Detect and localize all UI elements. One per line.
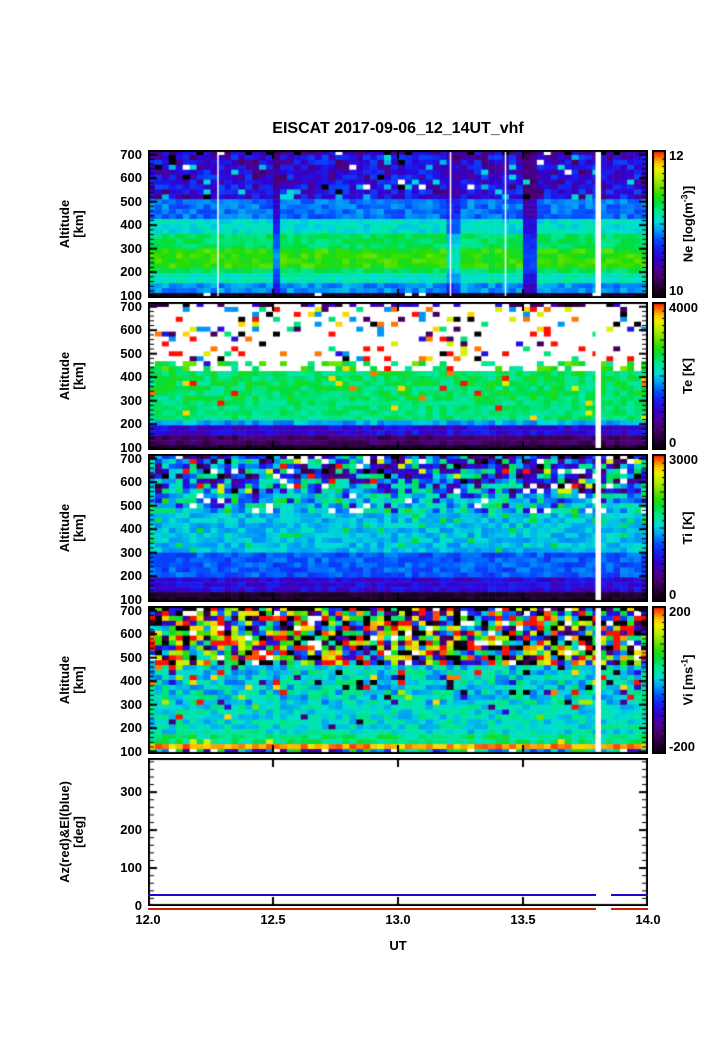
ne-colorbar: [652, 150, 666, 298]
colorbar-title-part: -3: [679, 194, 690, 203]
y-tick-label: 500: [120, 193, 142, 209]
y-tick-label: 300: [120, 784, 142, 800]
ti-heatmap-canvas: [148, 454, 648, 602]
ne-heatmap-canvas: [148, 150, 648, 298]
y-tick-label: 400: [120, 521, 142, 537]
colorbar-min-label: -200: [669, 739, 696, 754]
colorbar-min-label: 0: [669, 587, 677, 602]
x-tick-label: 12.0: [135, 912, 161, 927]
colorbar-title-part: Vi [ms: [680, 666, 696, 706]
colorbar-title-part: )]: [680, 185, 696, 195]
te-colorbar: [652, 302, 666, 450]
y-axis-label-line: [km]: [71, 362, 86, 390]
y-tick-label: 600: [120, 626, 142, 642]
y-tick-label: 200: [120, 822, 142, 838]
y-axis-label-line: Altitude: [56, 503, 72, 553]
azel-plot-canvas: [148, 758, 648, 906]
ne-colorbar-title: Ne [log(m-3)]: [668, 150, 708, 298]
colorbar-title-part: Te [K]: [679, 358, 695, 394]
ne-y-axis-label-text: Altitude [km]: [56, 199, 86, 249]
y-axis-label-line: Altitude: [56, 351, 72, 401]
y-tick-label: 600: [120, 170, 142, 186]
ti-y-axis-label-text: Altitude [km]: [56, 503, 86, 553]
y-axis-label-line: [km]: [71, 514, 86, 542]
ti-y-axis-label: Altitude [km]: [30, 454, 114, 602]
y-tick-label: 100: [120, 287, 142, 303]
y-axis-label-line: Az(red)&El(blue): [56, 781, 72, 883]
colorbar-title-part: -1: [679, 658, 690, 667]
az-line-segment: [148, 908, 596, 910]
y-axis-label-line: Altitude: [56, 655, 72, 705]
x-axis-title: UT: [389, 938, 407, 953]
te-heatmap-canvas: [148, 302, 648, 450]
y-tick-label: 700: [120, 450, 142, 466]
ti-colorbar-title: Ti [K]: [668, 454, 708, 602]
y-tick-label: 700: [120, 602, 142, 618]
colorbar-title-part: ]: [680, 654, 696, 659]
azel-y-axis-label: Az(red)&El(blue) [deg]: [30, 758, 114, 906]
y-tick-label: 500: [120, 497, 142, 513]
y-tick-label: 100: [120, 591, 142, 607]
y-tick-label: 300: [120, 392, 142, 408]
te-y-axis-label-text: Altitude [km]: [56, 351, 86, 401]
y-axis-label-line: [deg]: [71, 816, 86, 848]
y-tick-label: 700: [120, 146, 142, 162]
y-axis-label-line: [km]: [71, 210, 86, 238]
y-tick-label: 400: [120, 673, 142, 689]
y-tick-label: 200: [120, 416, 142, 432]
y-tick-label: 100: [120, 439, 142, 455]
y-tick-label: 700: [120, 298, 142, 314]
el-line-segment: [610, 893, 648, 896]
te-y-axis-label: Altitude [km]: [30, 302, 114, 450]
y-tick-label: 300: [120, 696, 142, 712]
y-tick-label: 200: [120, 264, 142, 280]
y-tick-label: 100: [120, 860, 142, 876]
vi-colorbar-title: Vi [ms-1]: [668, 606, 708, 754]
y-axis-label-line: Altitude: [56, 199, 72, 249]
colorbar-max-label: 3000: [669, 452, 698, 467]
colorbar-max-label: 4000: [669, 300, 698, 315]
x-tick-label: 12.5: [260, 912, 286, 927]
el-line-segment: [148, 893, 596, 896]
y-tick-label: 200: [120, 568, 142, 584]
y-tick-label: 200: [120, 720, 142, 736]
ne-y-axis-label: Altitude [km]: [30, 150, 114, 298]
y-tick-label: 400: [120, 369, 142, 385]
vi-colorbar: [652, 606, 666, 754]
y-tick-label: 600: [120, 322, 142, 338]
ne-colorbar-title-text: Ne [log(m-3)]: [679, 185, 696, 263]
y-tick-label: 500: [120, 649, 142, 665]
colorbar-min-label: 0: [669, 435, 677, 450]
te-colorbar-title: Te [K]: [668, 302, 708, 450]
y-tick-label: 400: [120, 217, 142, 233]
colorbar-min-label: 10: [669, 283, 684, 298]
x-tick-label: 13.0: [385, 912, 411, 927]
y-tick-label: 300: [120, 544, 142, 560]
y-tick-label: 300: [120, 240, 142, 256]
colorbar-max-label: 200: [669, 604, 691, 619]
x-tick-label: 14.0: [635, 912, 661, 927]
plot-title: EISCAT 2017-09-06_12_14UT_vhf: [272, 120, 524, 137]
y-tick-label: 600: [120, 474, 142, 490]
y-axis-label-line: [km]: [71, 666, 86, 694]
ti-colorbar-title-text: Ti [K]: [679, 511, 695, 545]
y-tick-label: 0: [134, 898, 142, 913]
colorbar-title-part: Ti [K]: [679, 511, 695, 545]
y-tick-label: 100: [120, 743, 142, 759]
vi-colorbar-title-text: Vi [ms-1]: [679, 654, 696, 706]
az-line-segment: [610, 908, 648, 910]
x-tick-label: 13.5: [510, 912, 536, 927]
vi-y-axis-label-text: Altitude [km]: [56, 655, 86, 705]
te-colorbar-title-text: Te [K]: [679, 358, 695, 394]
y-tick-label: 500: [120, 345, 142, 361]
ti-colorbar: [652, 454, 666, 602]
colorbar-max-label: 12: [669, 148, 684, 163]
vi-y-axis-label: Altitude [km]: [30, 606, 114, 754]
azel-y-axis-label-text: Az(red)&El(blue) [deg]: [56, 781, 86, 883]
vi-heatmap-canvas: [148, 606, 648, 754]
colorbar-title-part: Ne [log(m: [680, 202, 696, 263]
